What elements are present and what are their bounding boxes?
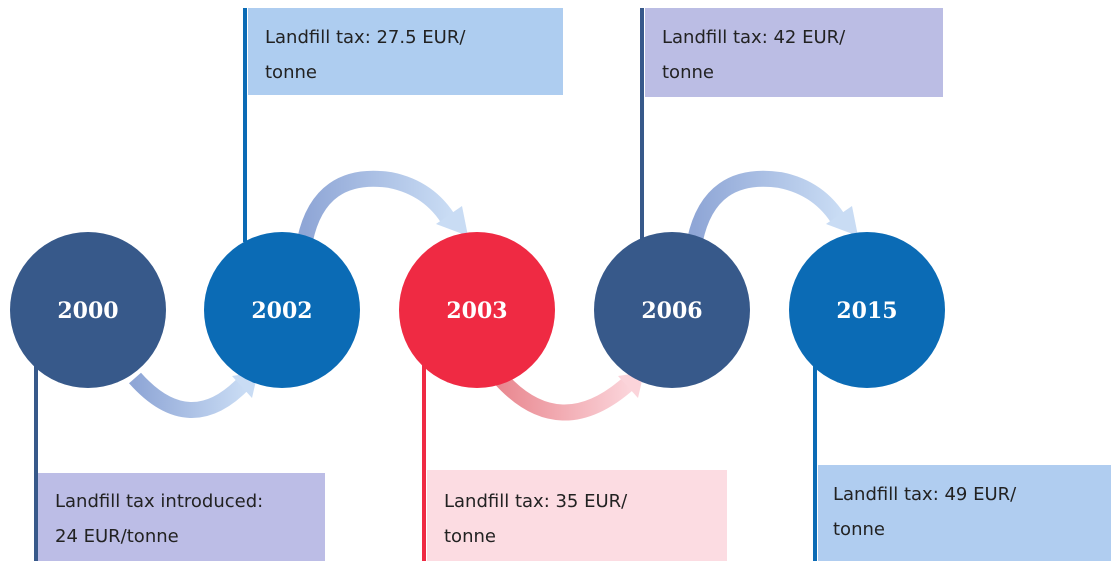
callout-box (645, 8, 943, 97)
label-line: 24 EUR/tonne (55, 526, 179, 547)
callout-box (427, 470, 727, 561)
year: 2000 (57, 298, 118, 324)
arrowhead (826, 206, 858, 236)
callout-box (38, 473, 325, 561)
label-line: tonne (833, 519, 885, 540)
label-line: Landfill tax introduced: (55, 491, 263, 512)
year: 2002 (251, 298, 312, 324)
year: 2006 (641, 298, 702, 324)
year: 2003 (446, 298, 507, 324)
label-line: Landfill tax: 42 EUR/ (662, 27, 846, 48)
arrow (687, 170, 847, 242)
arrows (129, 170, 858, 421)
label-line: tonne (662, 62, 714, 83)
arrow (129, 372, 251, 418)
label-line: Landfill tax: 27.5 EUR/ (265, 27, 466, 48)
label-line: Landfill tax: 35 EUR/ (444, 491, 628, 512)
year-circle (10, 232, 166, 388)
callout-box (248, 8, 563, 95)
year-circle (789, 232, 945, 388)
callout-box (818, 465, 1111, 561)
year-circle (594, 232, 750, 388)
year-circle (204, 232, 360, 388)
arrow (297, 170, 457, 242)
year: 2015 (836, 298, 897, 324)
label-line: tonne (444, 526, 496, 547)
arrow (494, 372, 636, 421)
label-line: tonne (265, 62, 317, 83)
label-line: Landfill tax: 49 EUR/ (833, 484, 1017, 505)
arrowhead (436, 206, 468, 236)
year-circle (399, 232, 555, 388)
